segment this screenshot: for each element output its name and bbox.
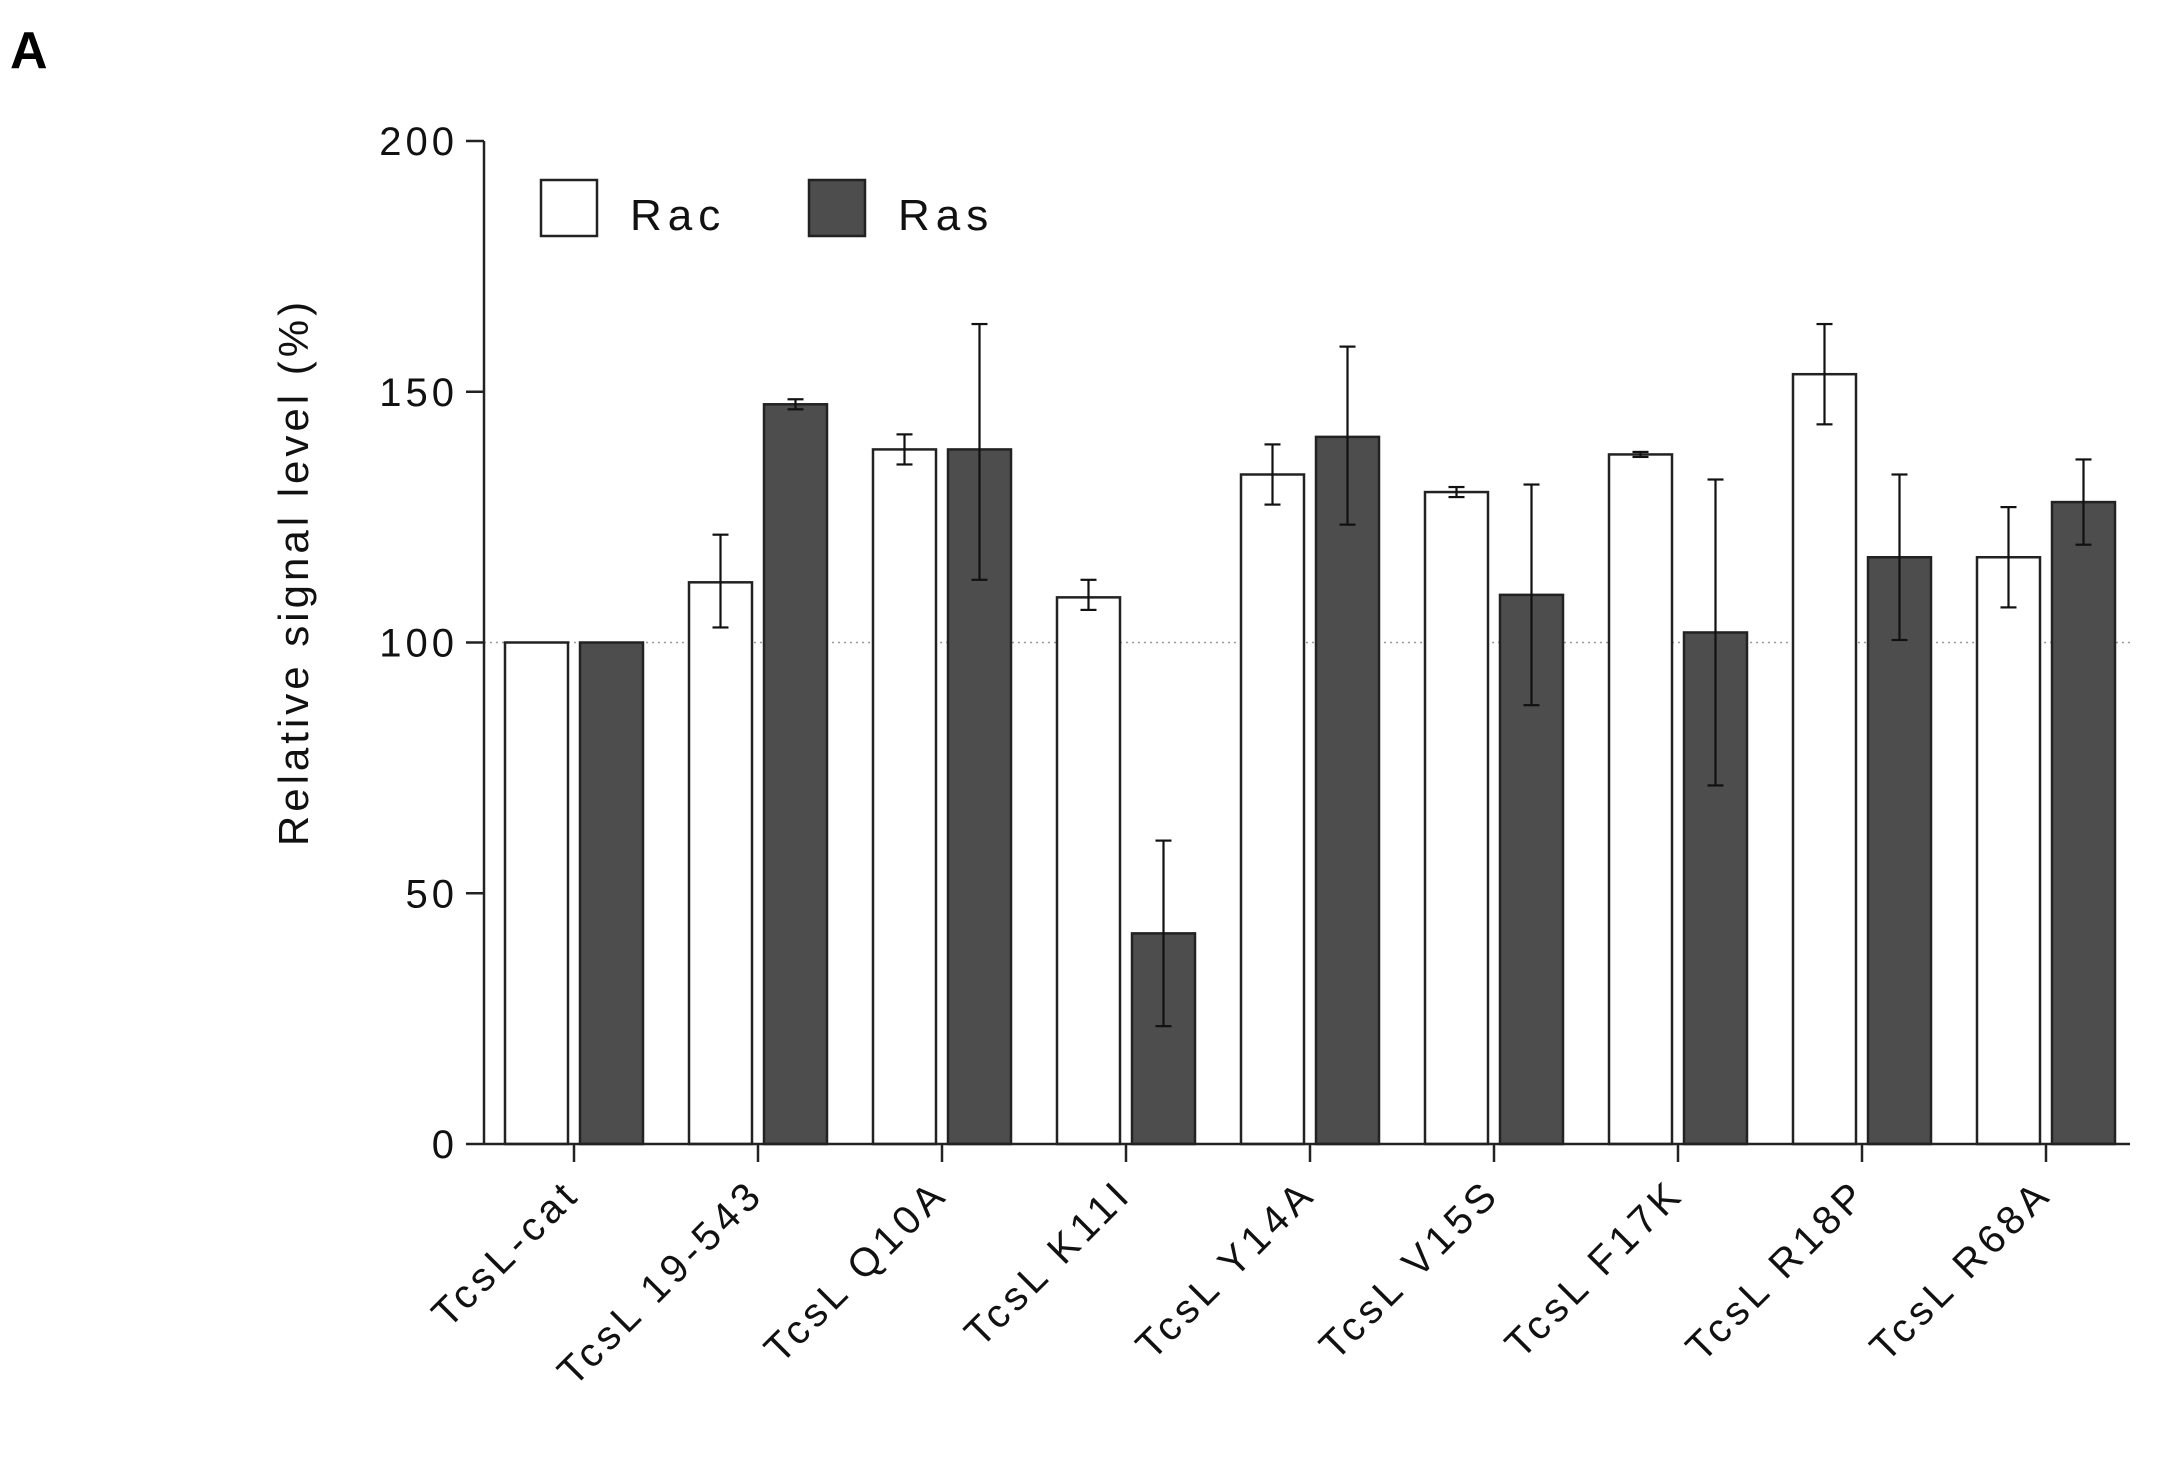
x-category-label-5: TcsL Y14A [1128, 1171, 1325, 1368]
legend: Rac Ras [539, 178, 994, 240]
legend-label-rac: Rac [630, 191, 726, 240]
bar-rac-4 [1055, 596, 1122, 1146]
x-category-label-7: TcsL F17K [1497, 1171, 1693, 1367]
bar-rac-5 [1239, 473, 1306, 1146]
y-tick-label-100: 100 [379, 622, 458, 666]
error-bars-layer [712, 322, 2092, 1028]
error-bar-ras-5 [1339, 345, 1356, 526]
error-bar-rac-7 [1632, 450, 1649, 459]
error-bar-ras-4 [1155, 839, 1172, 1028]
bar-rac-2 [687, 581, 754, 1146]
error-bar-rac-6 [1448, 485, 1465, 499]
error-bar-ras-7 [1707, 478, 1724, 787]
bar-rac-3 [871, 448, 938, 1146]
y-tick-label-50: 50 [406, 872, 459, 916]
error-bar-rac-5 [1264, 443, 1281, 506]
y-tick-label-150: 150 [379, 371, 458, 415]
x-category-label-6: TcsL V15S [1311, 1171, 1508, 1368]
legend-swatch-ras [807, 178, 867, 238]
error-bar-rac-2 [712, 533, 729, 629]
legend-item-rac: Rac [539, 178, 726, 240]
error-bar-ras-2 [787, 398, 804, 411]
y-axis-title: Relative signal level (%) [270, 298, 317, 846]
y-ticks-layer: 0 50 100 150 200 [379, 120, 484, 1167]
bar-ras-9 [2050, 500, 2117, 1146]
bar-rac-7 [1607, 453, 1674, 1146]
x-category-label-8: TcsL R18P [1678, 1171, 1877, 1370]
x-category-label-4: TcsL K11I [956, 1171, 1140, 1355]
y-tick-label-200: 200 [379, 120, 458, 164]
error-bar-rac-8 [1816, 322, 1833, 426]
x-category-label-9: TcsL R68A [1862, 1171, 2061, 1370]
legend-item-ras: Ras [807, 178, 994, 240]
error-bar-ras-3 [971, 322, 988, 581]
bar-ras-2 [762, 403, 829, 1146]
error-bar-ras-9 [2075, 458, 2092, 546]
x-category-label-3: TcsL Q10A [756, 1171, 956, 1371]
y-tick-label-0: 0 [432, 1123, 458, 1167]
bar-rac-1 [503, 641, 570, 1146]
bar-rac-8 [1791, 372, 1858, 1146]
error-bar-rac-4 [1080, 578, 1097, 612]
panel-label: A [10, 22, 48, 80]
bar-ras-5 [1314, 435, 1381, 1146]
error-bar-ras-8 [1891, 473, 1908, 642]
bar-rac-6 [1423, 490, 1490, 1146]
error-bar-rac-3 [896, 433, 913, 466]
x-category-label-1: TcsL-cat [424, 1171, 589, 1336]
bars-layer [503, 372, 2117, 1146]
legend-swatch-rac [539, 178, 599, 238]
error-bar-rac-9 [2000, 505, 2017, 609]
legend-label-ras: Ras [898, 191, 994, 240]
bar-ras-8 [1866, 555, 1933, 1146]
error-bar-ras-6 [1523, 483, 1540, 707]
bar-rac-9 [1975, 555, 2042, 1146]
bar-ras-1 [578, 641, 645, 1146]
